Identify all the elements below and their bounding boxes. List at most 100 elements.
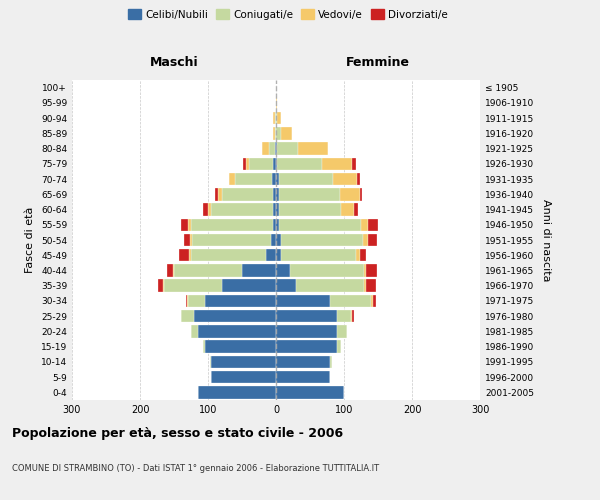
Bar [337, 340, 341, 353]
Bar [181, 310, 194, 322]
Bar [262, 142, 269, 155]
Bar [273, 112, 275, 124]
Bar [280, 218, 361, 231]
Bar [208, 204, 211, 216]
Bar [352, 310, 353, 322]
Bar [279, 188, 340, 200]
Bar [210, 356, 211, 368]
Bar [191, 218, 272, 231]
Bar [205, 294, 276, 307]
Bar [341, 204, 354, 216]
Bar [272, 127, 275, 140]
Bar [198, 386, 276, 398]
Bar [340, 188, 361, 200]
Bar [211, 371, 276, 384]
Bar [277, 112, 281, 124]
Bar [190, 234, 193, 246]
Bar [273, 158, 276, 170]
Bar [290, 264, 364, 276]
Bar [271, 234, 276, 246]
Bar [354, 204, 358, 216]
Bar [221, 188, 272, 200]
Bar [364, 280, 366, 292]
Bar [276, 218, 280, 231]
Bar [361, 218, 368, 231]
Bar [275, 112, 276, 124]
Bar [276, 294, 331, 307]
Bar [276, 204, 280, 216]
Bar [203, 340, 205, 353]
Bar [167, 264, 173, 276]
Bar [276, 264, 290, 276]
Bar [276, 356, 331, 368]
Bar [363, 234, 368, 246]
Bar [280, 204, 341, 216]
Bar [276, 371, 331, 384]
Bar [276, 112, 277, 124]
Bar [352, 158, 356, 170]
Bar [188, 294, 205, 307]
Bar [276, 142, 277, 155]
Bar [296, 280, 364, 292]
Bar [215, 188, 218, 200]
Bar [250, 158, 273, 170]
Bar [203, 204, 208, 216]
Bar [279, 173, 333, 186]
Bar [158, 280, 163, 292]
Bar [276, 158, 277, 170]
Bar [331, 356, 332, 368]
Bar [184, 234, 190, 246]
Bar [191, 249, 266, 262]
Y-axis label: Fasce di età: Fasce di età [25, 207, 35, 273]
Bar [211, 356, 276, 368]
Bar [187, 294, 188, 307]
Bar [276, 310, 337, 322]
Bar [277, 158, 322, 170]
Bar [361, 188, 362, 200]
Bar [181, 218, 188, 231]
Bar [277, 142, 298, 155]
Bar [275, 142, 276, 155]
Text: Popolazione per età, sesso e stato civile - 2006: Popolazione per età, sesso e stato civil… [12, 428, 343, 440]
Bar [272, 218, 276, 231]
Text: Femmine: Femmine [346, 56, 410, 70]
Bar [221, 280, 276, 292]
Bar [368, 218, 378, 231]
Bar [276, 188, 279, 200]
Bar [185, 294, 187, 307]
Text: Maschi: Maschi [149, 56, 199, 70]
Bar [276, 340, 337, 353]
Bar [364, 264, 367, 276]
Bar [174, 264, 242, 276]
Bar [281, 127, 292, 140]
Bar [276, 249, 281, 262]
Bar [281, 249, 356, 262]
Bar [276, 96, 277, 109]
Bar [272, 173, 276, 186]
Bar [357, 173, 361, 186]
Bar [188, 218, 191, 231]
Bar [193, 234, 271, 246]
Bar [275, 127, 276, 140]
Bar [298, 142, 328, 155]
Legend: Celibi/Nubili, Coniugati/e, Vedovi/e, Divorziati/e: Celibi/Nubili, Coniugati/e, Vedovi/e, Di… [124, 5, 452, 24]
Bar [333, 173, 357, 186]
Bar [246, 158, 250, 170]
Bar [276, 127, 281, 140]
Bar [281, 234, 363, 246]
Y-axis label: Anni di nascita: Anni di nascita [541, 198, 551, 281]
Bar [322, 158, 352, 170]
Bar [218, 188, 221, 200]
Bar [229, 173, 235, 186]
Bar [198, 325, 276, 338]
Bar [276, 173, 279, 186]
Bar [194, 310, 276, 322]
Bar [163, 280, 164, 292]
Bar [373, 294, 376, 307]
Text: COMUNE DI STRAMBINO (TO) - Dati ISTAT 1° gennaio 2006 - Elaborazione TUTTITALIA.: COMUNE DI STRAMBINO (TO) - Dati ISTAT 1°… [12, 464, 379, 473]
Bar [368, 234, 377, 246]
Bar [242, 264, 276, 276]
Bar [276, 325, 337, 338]
Bar [371, 294, 373, 307]
Bar [272, 188, 276, 200]
